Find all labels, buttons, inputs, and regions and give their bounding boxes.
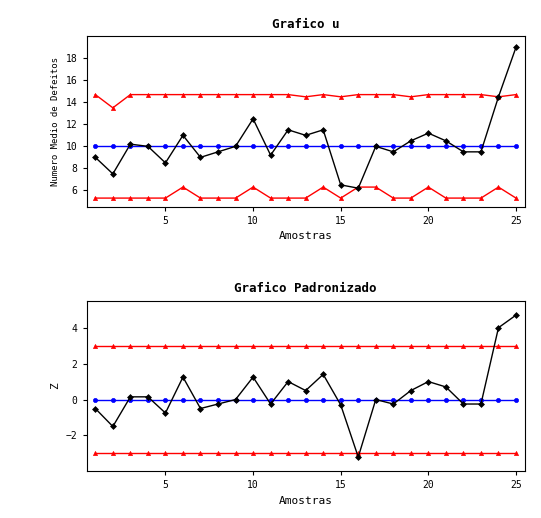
X-axis label: Amostras: Amostras (279, 232, 333, 241)
Y-axis label: Numero Medio de Defeitos: Numero Medio de Defeitos (51, 57, 60, 186)
Y-axis label: Z: Z (50, 383, 60, 390)
Title: Grafico Padronizado: Grafico Padronizado (234, 282, 377, 295)
X-axis label: Amostras: Amostras (279, 496, 333, 506)
Title: Grafico u: Grafico u (272, 18, 339, 31)
